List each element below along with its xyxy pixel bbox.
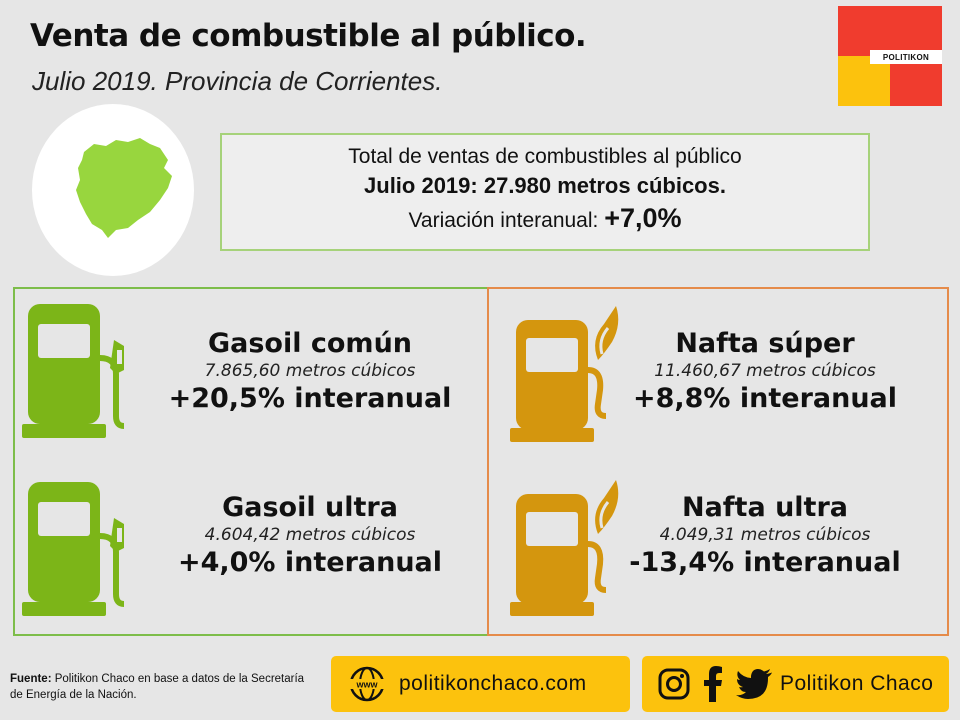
gasoil-comun-volume: 7.865,60 metros cúbicos <box>204 361 416 381</box>
svg-text:www: www <box>355 680 378 690</box>
gas-pump-icon <box>22 304 125 438</box>
nafta-panel <box>487 287 949 636</box>
variation-label: Variación interanual: <box>408 209 599 232</box>
social-name: Politikon Chaco <box>780 672 934 695</box>
nafta-ultra-volume: 4.049,31 metros cúbicos <box>659 525 871 545</box>
gasoil-ultra-volume: 4.604,42 metros cúbicos <box>204 525 416 545</box>
nafta-ultra-block: Nafta ultra 4.049,31 metros cúbicos -13,… <box>610 492 920 578</box>
nafta-super-block: Nafta súper 11.460,67 metros cúbicos +8,… <box>610 328 920 414</box>
instagram-icon[interactable] <box>658 668 690 700</box>
nafta-super-name: Nafta súper <box>675 328 855 359</box>
logo-label: POLITIKON <box>870 50 942 64</box>
page-title: Venta de combustible al público. <box>30 18 587 54</box>
fuel-pump-nozzle-icon <box>510 306 619 442</box>
summary-box: Total de ventas de combustibles al públi… <box>220 133 870 251</box>
gas-pump-icon <box>22 482 125 616</box>
gasoil-ultra-variation: +4,0% interanual <box>177 547 443 578</box>
politikon-logo: POLITIKON <box>838 6 942 106</box>
gasoil-ultra-block: Gasoil ultra 4.604,42 metros cúbicos +4,… <box>150 492 470 578</box>
page-subtitle: Julio 2019. Provincia de Corrientes. <box>32 66 443 96</box>
nafta-super-volume: 11.460,67 metros cúbicos <box>654 361 876 381</box>
source-label: Fuente: <box>10 673 52 685</box>
source-note: Fuente: Politikon Chaco en base a datos … <box>10 671 310 703</box>
summary-line2: Julio 2019: 27.980 metros cúbicos. <box>364 173 726 198</box>
website-url: politikonchaco.com <box>399 672 587 695</box>
gasoil-comun-block: Gasoil común 7.865,60 metros cúbicos +20… <box>150 328 470 414</box>
corrientes-map <box>32 104 194 276</box>
nafta-ultra-name: Nafta ultra <box>681 492 848 523</box>
summary-line3: Variación interanual: +7,0% <box>222 203 868 234</box>
fuel-pump-nozzle-icon <box>510 480 619 616</box>
summary-line1: Total de ventas de combustibles al públi… <box>348 145 742 168</box>
variation-value: +7,0% <box>604 203 682 233</box>
gasoil-comun-variation: +20,5% interanual <box>168 383 452 414</box>
gasoil-comun-name: Gasoil común <box>207 328 413 359</box>
nafta-super-variation: +8,8% interanual <box>632 383 898 414</box>
www-globe-icon: www <box>349 666 385 702</box>
nafta-ultra-variation: -13,4% interanual <box>629 547 901 578</box>
twitter-icon[interactable] <box>736 669 772 699</box>
facebook-icon[interactable] <box>702 666 724 702</box>
gasoil-ultra-name: Gasoil ultra <box>222 492 398 523</box>
website-link[interactable]: www politikonchaco.com <box>331 656 630 712</box>
corrientes-map-icon <box>76 138 172 238</box>
social-links: Politikon Chaco <box>642 656 949 712</box>
source-text: Politikon Chaco en base a datos de la Se… <box>10 673 305 701</box>
